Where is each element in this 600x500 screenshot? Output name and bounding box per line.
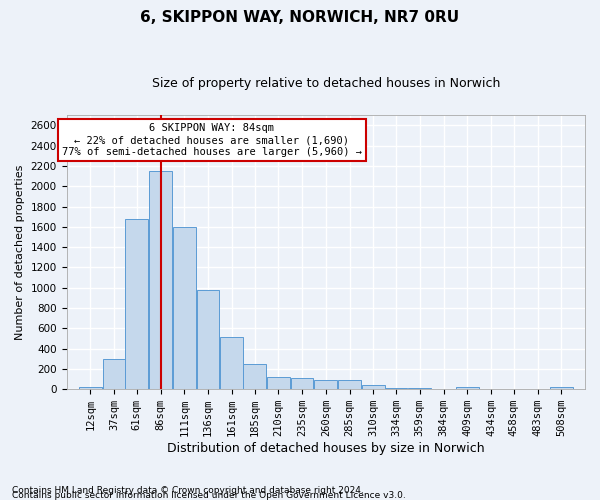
Bar bbox=[243, 364, 266, 389]
Bar bbox=[173, 227, 196, 389]
Bar bbox=[197, 290, 220, 389]
Bar bbox=[362, 385, 385, 389]
Text: 6 SKIPPON WAY: 84sqm
← 22% of detached houses are smaller (1,690)
77% of semi-de: 6 SKIPPON WAY: 84sqm ← 22% of detached h… bbox=[62, 124, 362, 156]
Bar bbox=[456, 388, 479, 389]
Bar bbox=[432, 388, 455, 389]
Bar bbox=[149, 171, 172, 389]
Bar bbox=[103, 360, 125, 389]
Bar bbox=[220, 338, 243, 389]
X-axis label: Distribution of detached houses by size in Norwich: Distribution of detached houses by size … bbox=[167, 442, 485, 455]
Bar bbox=[550, 388, 572, 389]
Bar bbox=[338, 380, 361, 389]
Bar bbox=[314, 380, 337, 389]
Bar bbox=[79, 387, 101, 389]
Y-axis label: Number of detached properties: Number of detached properties bbox=[15, 164, 25, 340]
Bar bbox=[385, 388, 407, 389]
Bar bbox=[526, 388, 549, 389]
Bar bbox=[502, 388, 525, 389]
Text: Contains HM Land Registry data © Crown copyright and database right 2024.: Contains HM Land Registry data © Crown c… bbox=[12, 486, 364, 495]
Bar bbox=[267, 377, 290, 389]
Bar bbox=[479, 388, 502, 389]
Bar bbox=[125, 220, 148, 389]
Title: Size of property relative to detached houses in Norwich: Size of property relative to detached ho… bbox=[152, 78, 500, 90]
Text: 6, SKIPPON WAY, NORWICH, NR7 0RU: 6, SKIPPON WAY, NORWICH, NR7 0RU bbox=[140, 10, 460, 25]
Bar bbox=[409, 388, 431, 389]
Text: Contains public sector information licensed under the Open Government Licence v3: Contains public sector information licen… bbox=[12, 491, 406, 500]
Bar bbox=[290, 378, 313, 389]
